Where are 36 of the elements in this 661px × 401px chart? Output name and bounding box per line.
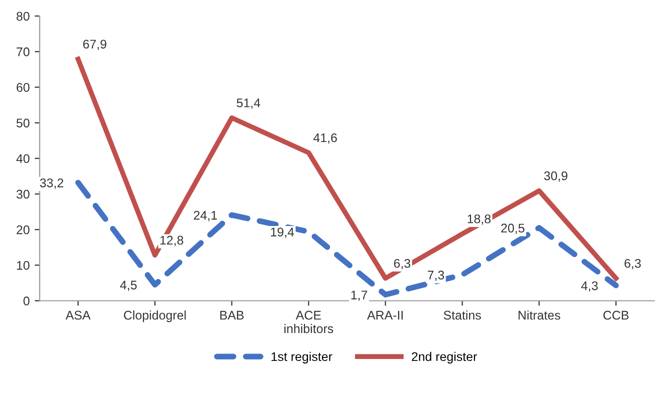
data-label: 30,9 (544, 171, 568, 182)
x-tick-label: ACE inhibitors (284, 310, 334, 334)
data-label: 4,5 (120, 280, 137, 291)
data-label: 12,8 (160, 236, 184, 246)
data-label: 67,9 (83, 40, 106, 50)
x-tick-label: BAB (220, 310, 244, 320)
y-tick-label: 20 (16, 225, 30, 234)
data-label: 18,8 (468, 214, 491, 225)
data-label: 7,3 (428, 270, 444, 281)
data-label: 24,1 (194, 210, 217, 222)
data-label: 33,2 (40, 178, 64, 189)
legend-label: 2nd register (412, 352, 477, 364)
x-tick-label: ARA-II (367, 310, 403, 320)
data-label: 51,4 (236, 98, 260, 109)
y-tick-label: 30 (16, 190, 30, 199)
x-tick-label: ASA (66, 310, 91, 320)
y-tick-label: 70 (16, 47, 30, 56)
data-label: 6,3 (624, 258, 641, 270)
y-tick-label: 80 (16, 12, 30, 21)
line-series (76, 56, 618, 281)
y-tick-label: 10 (16, 260, 30, 270)
data-label: 1,7 (351, 290, 368, 301)
data-label: 6,3 (394, 258, 410, 270)
x-tick-label: Statins (444, 310, 481, 320)
x-tick-label: Clopidogrel (124, 310, 186, 322)
y-tick-label: 50 (16, 118, 30, 128)
data-label: 4,3 (581, 281, 598, 292)
y-tick-label: 0 (23, 296, 30, 306)
x-tick-label: Nitrates (518, 310, 560, 320)
legend-label: 1st register (272, 352, 332, 364)
x-tick-label: CCB (603, 310, 629, 320)
y-tick-label: 40 (16, 154, 30, 164)
data-label: 41,6 (313, 133, 337, 144)
data-label: 19,4 (271, 228, 294, 238)
y-tick-label: 60 (16, 83, 30, 92)
data-label: 20,5 (501, 224, 524, 234)
